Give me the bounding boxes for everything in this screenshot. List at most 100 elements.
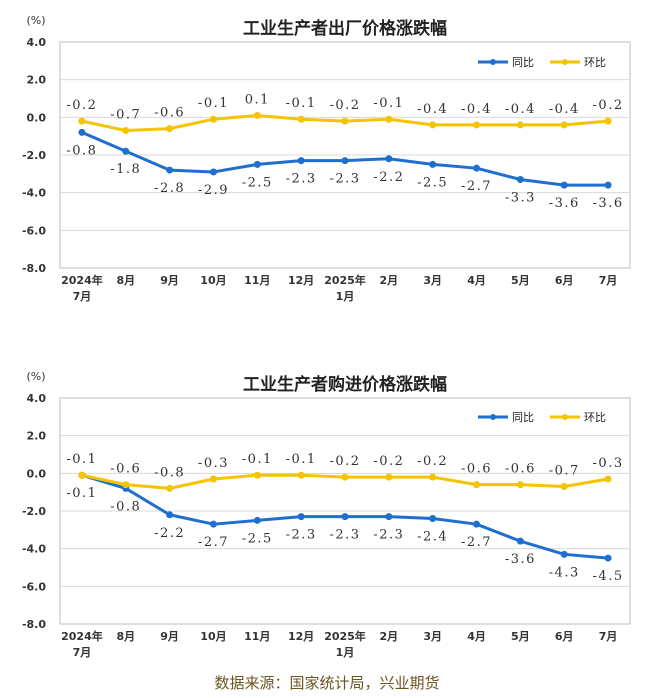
data-label-mom: -0.1 — [242, 452, 273, 467]
y-axis-unit-label: (%) — [26, 14, 45, 27]
x-tick-label: 3月 — [423, 630, 442, 643]
data-point-yoy — [341, 157, 349, 165]
x-tick-label: 7月 — [599, 630, 618, 643]
data-label-yoy: -2.2 — [154, 526, 185, 541]
data-label-yoy: -2.5 — [242, 531, 273, 546]
data-label-mom: -0.1 — [286, 452, 317, 467]
data-label-mom: -0.1 — [373, 96, 404, 111]
data-point-mom — [516, 121, 524, 129]
data-point-mom — [560, 121, 568, 129]
legend-marker-yoy — [490, 59, 496, 65]
data-label-yoy: -2.3 — [329, 172, 360, 187]
data-label-mom: -0.4 — [549, 102, 580, 117]
legend-label-yoy: 同比 — [512, 411, 534, 424]
data-label-mom: -0.6 — [110, 462, 141, 477]
data-label-yoy: -2.3 — [286, 528, 317, 543]
data-label-yoy: -2.7 — [198, 535, 229, 550]
data-label-yoy: -2.8 — [154, 181, 185, 196]
data-point-mom — [297, 115, 305, 123]
data-point-yoy — [560, 550, 568, 558]
data-label-yoy: -2.7 — [461, 535, 492, 550]
data-point-yoy — [516, 537, 524, 545]
data-label-yoy: -3.6 — [593, 196, 624, 211]
x-tick-label-year: 2024年 — [61, 629, 103, 643]
data-label-mom: -0.1 — [286, 96, 317, 111]
x-tick-label-month: 1月 — [336, 646, 355, 659]
y-tick-label: 2.0 — [27, 74, 47, 87]
y-tick-label: -4.0 — [22, 543, 46, 556]
data-label-mom: -0.6 — [154, 106, 185, 121]
legend-label-yoy: 同比 — [512, 56, 534, 69]
chart-title: 工业生产者购进价格涨跌幅 — [243, 374, 447, 395]
x-tick-label-month: 7月 — [73, 646, 92, 659]
data-label-yoy: -2.3 — [373, 528, 404, 543]
data-point-mom — [473, 481, 481, 489]
data-label-yoy: -4.3 — [549, 565, 580, 580]
x-tick-label: 10月 — [200, 630, 226, 643]
data-label-mom: -0.3 — [198, 456, 229, 471]
y-tick-label: -2.0 — [22, 505, 46, 518]
y-tick-label: 4.0 — [27, 36, 47, 49]
data-label-mom: -0.7 — [549, 464, 580, 479]
x-tick-label: 8月 — [116, 274, 135, 287]
data-point-yoy — [341, 513, 349, 521]
data-point-yoy — [78, 128, 86, 136]
data-label-mom: -0.2 — [329, 98, 360, 113]
data-point-mom — [604, 117, 612, 125]
data-point-yoy — [473, 520, 481, 528]
legend-marker-mom — [562, 414, 568, 420]
y-tick-label: 2.0 — [27, 430, 47, 443]
data-label-mom: 0.1 — [245, 92, 270, 107]
data-point-yoy — [122, 147, 130, 155]
data-point-yoy — [429, 515, 437, 523]
data-label-yoy: -2.5 — [242, 175, 273, 190]
data-label-yoy: -2.3 — [329, 528, 360, 543]
x-tick-label: 5月 — [511, 274, 530, 287]
data-label-yoy: -3.6 — [505, 552, 536, 567]
y-tick-label: 4.0 — [27, 392, 47, 405]
x-tick-label-month: 1月 — [336, 290, 355, 303]
x-tick-label: 5月 — [511, 630, 530, 643]
ppi-ex-factory-chart: 工业生产者出厂价格涨跌幅 (%) 4.0 2.0 0.0 -2.0 -4.0 -6.0 -8.0… — [22, 14, 631, 303]
data-label-mom: -0.4 — [461, 102, 492, 117]
data-point-mom — [385, 115, 393, 123]
data-label-mom: -0.1 — [198, 96, 229, 111]
chart-title: 工业生产者出厂价格涨跌幅 — [243, 18, 447, 39]
data-point-mom — [516, 481, 524, 489]
ppi-purchase-chart: 工业生产者购进价格涨跌幅 (%) 4.0 2.0 0.0 -2.0 -4.0 -6.0 -8.0… — [22, 370, 631, 659]
data-point-yoy — [166, 511, 174, 519]
data-point-mom — [122, 127, 130, 135]
data-label-yoy: -3.3 — [505, 190, 536, 205]
data-point-mom — [604, 475, 612, 483]
data-label-yoy: -0.1 — [66, 486, 97, 501]
x-tick-label-month: 7月 — [73, 290, 92, 303]
data-point-mom — [341, 117, 349, 125]
data-label-yoy: -0.8 — [66, 143, 97, 158]
data-point-yoy — [560, 181, 568, 189]
data-point-mom — [78, 117, 86, 125]
data-label-mom: -0.4 — [505, 102, 536, 117]
x-tick-label: 7月 — [599, 274, 618, 287]
x-tick-label: 11月 — [244, 274, 270, 287]
x-tick-label: 4月 — [467, 274, 486, 287]
x-tick-label: 6月 — [555, 274, 574, 287]
legend-label-mom: 环比 — [584, 411, 606, 424]
data-label-yoy: -2.7 — [461, 179, 492, 194]
data-point-mom — [429, 473, 437, 481]
data-point-yoy — [604, 181, 612, 189]
x-tick-label-year: 2024年 — [61, 273, 103, 287]
data-point-yoy — [253, 160, 261, 168]
data-point-yoy — [297, 157, 305, 165]
y-tick-label: 0.0 — [27, 111, 47, 124]
data-label-mom: -0.2 — [593, 98, 624, 113]
x-tick-label: 8月 — [116, 630, 135, 643]
data-point-mom — [297, 471, 305, 479]
y-tick-label: -6.0 — [22, 580, 46, 593]
legend-label-mom: 环比 — [584, 56, 606, 69]
data-point-mom — [122, 481, 130, 489]
data-point-mom — [166, 125, 174, 133]
data-label-mom: -0.2 — [373, 454, 404, 469]
data-label-yoy: -1.8 — [110, 162, 141, 177]
data-label-mom: -0.6 — [505, 462, 536, 477]
data-point-mom — [429, 121, 437, 129]
